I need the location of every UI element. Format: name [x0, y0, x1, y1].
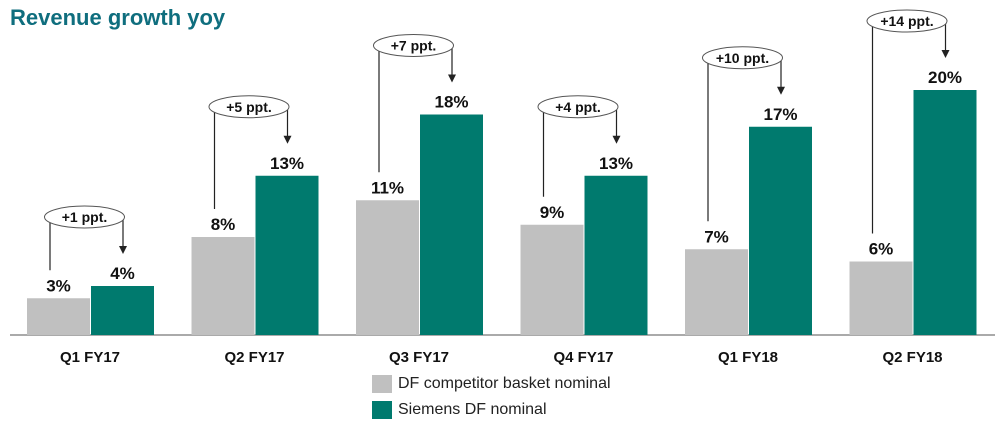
- annotation-arrowhead-3: [448, 74, 456, 83]
- data-label-siemens-4: 13%: [599, 154, 633, 173]
- legend-label-siemens: Siemens DF nominal: [398, 401, 547, 419]
- chart-title: Revenue growth yoy: [10, 5, 226, 30]
- bar-siemens-5: [749, 126, 812, 335]
- data-label-competitor-2: 8%: [211, 215, 236, 234]
- data-label-siemens-1: 4%: [110, 264, 135, 283]
- annotation-label-2: +5 ppt.: [226, 99, 272, 115]
- bar-siemens-4: [584, 175, 648, 335]
- legend-item-competitor: DF competitor basket nominal: [372, 375, 611, 393]
- legend-swatch-competitor: [372, 375, 392, 393]
- annotation-arrowhead-2: [283, 135, 292, 144]
- bar-competitor-3: [356, 200, 419, 335]
- bar-competitor-5: [685, 249, 748, 335]
- annotation-label-5: +10 ppt.: [716, 50, 769, 66]
- bar-siemens-3: [420, 114, 483, 335]
- bar-siemens-2: [255, 175, 319, 335]
- annotation-label-3: +7 ppt.: [391, 38, 437, 54]
- x-tick-label-4: Q4 FY17: [553, 349, 613, 366]
- legend-label-competitor: DF competitor basket nominal: [398, 375, 611, 393]
- legend-swatch-siemens: [372, 401, 392, 419]
- annotation-arrowhead-6: [941, 50, 950, 58]
- data-label-competitor-5: 7%: [704, 227, 729, 246]
- bar-siemens-1: [91, 286, 154, 335]
- annotation-bubble-3: [373, 34, 454, 57]
- data-label-competitor-1: 3%: [46, 276, 71, 295]
- x-tick-label-1: Q1 FY17: [60, 349, 120, 366]
- data-label-siemens-2: 13%: [270, 154, 304, 173]
- annotation-bubble-5: [702, 46, 783, 70]
- annotation-arrowhead-4: [612, 135, 621, 144]
- data-label-competitor-3: 11%: [371, 178, 404, 197]
- annotation-arrowhead-1: [119, 246, 127, 254]
- data-label-siemens-5: 17%: [763, 105, 797, 124]
- bar-competitor-2: [191, 237, 255, 335]
- bar-siemens-6: [913, 90, 977, 335]
- annotation-label-1: +1 ppt.: [62, 209, 108, 225]
- annotation-label-4: +4 ppt.: [555, 99, 601, 115]
- data-label-competitor-4: 9%: [540, 203, 565, 222]
- annotation-bubble-4: [537, 95, 619, 119]
- data-label-siemens-3: 18%: [434, 93, 468, 112]
- bar-competitor-1: [27, 298, 90, 335]
- annotation-bubble-2: [208, 95, 290, 119]
- x-tick-label-6: Q2 FY18: [882, 349, 942, 366]
- annotation-label-6: +14 ppt.: [880, 13, 933, 29]
- x-tick-label-3: Q3 FY17: [389, 349, 449, 366]
- annotation-bubble-6: [866, 9, 948, 33]
- data-label-competitor-6: 6%: [869, 240, 894, 259]
- x-tick-label-5: Q1 FY18: [718, 349, 778, 366]
- bar-competitor-6: [849, 261, 913, 335]
- data-label-siemens-6: 20%: [928, 68, 962, 87]
- bar-competitor-4: [520, 224, 584, 335]
- annotation-arrowhead-5: [777, 86, 785, 95]
- x-tick-label-2: Q2 FY17: [224, 349, 284, 366]
- legend-item-siemens: Siemens DF nominal: [372, 401, 547, 419]
- annotation-bubble-1: [44, 205, 125, 229]
